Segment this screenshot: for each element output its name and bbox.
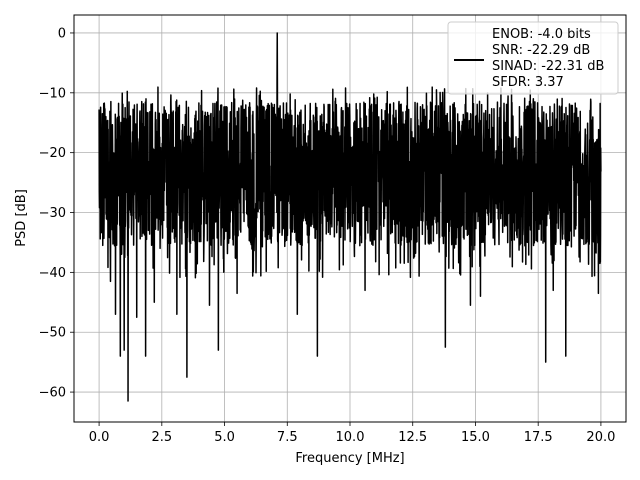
psd-line	[98, 32, 602, 402]
legend-entry-enob: ENOB: -4.0 bits	[492, 27, 591, 42]
y-tick-label: −30	[39, 206, 66, 221]
x-tick-label: 10.0	[336, 430, 365, 445]
y-axis-ticks: 0 −10 −20 −30 −40 −50 −60	[39, 26, 74, 401]
y-tick-label: −40	[39, 266, 66, 281]
legend-entry-sinad: SINAD: -22.31 dB	[492, 59, 604, 74]
x-tick-label: 17.5	[524, 430, 553, 445]
y-tick-label: −60	[39, 386, 66, 401]
x-axis-ticks: 0.0 2.5 5.0 7.5 10.0 12.5 15.0 17.5 20.0	[89, 422, 615, 445]
x-axis-label: Frequency [MHz]	[295, 451, 404, 466]
x-tick-label: 12.5	[398, 430, 427, 445]
x-tick-label: 7.5	[277, 430, 298, 445]
x-tick-label: 5.0	[214, 430, 235, 445]
legend-entry-sfdr: SFDR: 3.37	[492, 75, 564, 90]
legend-entry-snr: SNR: -22.29 dB	[492, 43, 590, 58]
psd-series	[98, 32, 602, 402]
x-tick-label: 2.5	[151, 430, 172, 445]
x-tick-label: 15.0	[461, 430, 490, 445]
y-axis-label: PSD [dB]	[14, 189, 29, 247]
y-tick-label: −10	[39, 86, 66, 101]
legend: ENOB: -4.0 bits SNR: -22.29 dB SINAD: -2…	[447, 21, 619, 95]
y-tick-label: −50	[39, 326, 66, 341]
x-tick-label: 20.0	[586, 430, 615, 445]
legend-box	[447, 21, 619, 95]
x-tick-label: 0.0	[89, 430, 110, 445]
y-tick-label: 0	[58, 26, 66, 41]
y-tick-label: −20	[39, 146, 66, 161]
